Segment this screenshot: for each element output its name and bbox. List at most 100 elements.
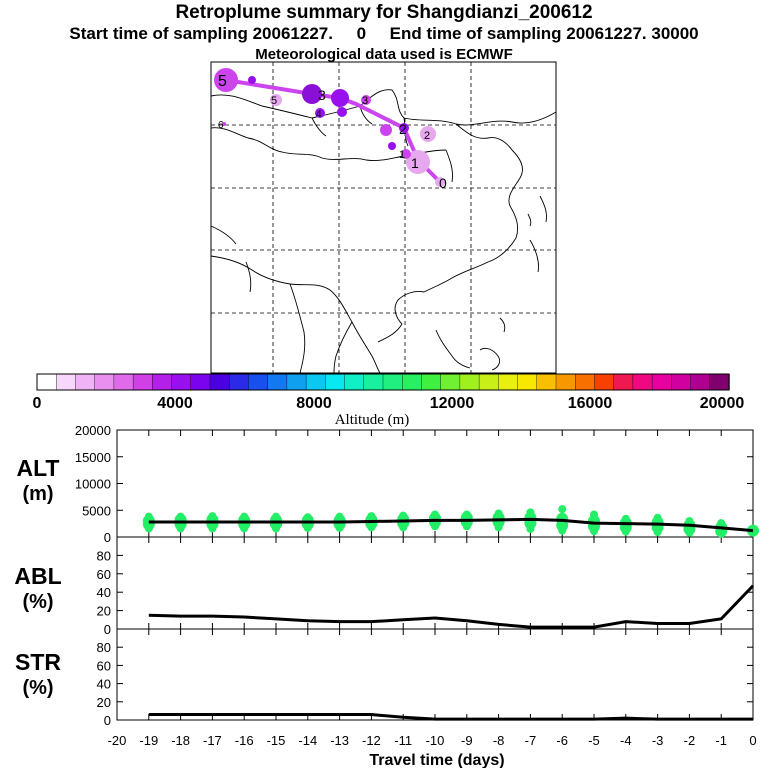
colorbar-cell [382,373,403,391]
colorbar-cell [190,373,211,391]
abl-panel-label: ABL [14,563,61,589]
track-point [435,177,445,187]
track-label: 5 [218,73,227,90]
colorbar-cell [286,373,307,391]
track-cluster [401,149,411,159]
x-tick-label: -16 [235,733,254,748]
colorbar-label: Altitude (m) [335,412,410,428]
colorbar-tick: 12000 [430,395,475,412]
str-ytick-label: 80 [97,640,111,655]
alt-cluster-dot [335,512,344,521]
x-tick-label: 0 [749,733,756,748]
x-tick-label: -8 [493,733,505,748]
track-label: 0 [439,175,447,191]
colorbar-cell [344,373,365,391]
alt-ytick-label: 5000 [82,503,111,518]
colorbar-cell [248,373,269,391]
track-cluster [302,84,322,104]
colorbar-cell [575,373,596,391]
colorbar-cell [555,373,576,391]
str-panel-label: STR [15,649,61,675]
track-cluster [222,122,226,126]
alt-ytick-label: 20000 [75,423,111,438]
colorbar-tick: 8000 [296,395,332,412]
colorbar-tick: 20000 [700,395,745,412]
abl-ytick-label: 80 [97,548,111,563]
colorbar-cell [305,373,327,391]
alt-ytick-label: 15000 [75,450,111,465]
colorbar-cell [325,373,346,391]
alt-cluster-dot [208,512,217,521]
colorbar-cell [594,373,615,391]
colorbar-cell [498,373,519,391]
colorbar-cell [209,373,230,391]
alt-cluster-dot [494,509,503,518]
alt-cluster-dot [590,510,598,519]
abl-ytick-label: 40 [97,585,111,600]
alt-cluster-dot [621,514,630,523]
track-cluster [214,68,238,92]
abl-ytick-label: 60 [97,567,111,582]
x-tick-label: -9 [461,733,473,748]
colorbar-cell [421,373,442,391]
x-tick-label: -12 [362,733,381,748]
alt-cluster-dot [367,512,376,521]
alt-panel-label: ALT [16,455,59,481]
altitude-colorbar: 0 4000 8000 12000 16000 20000 Altitude (… [33,373,745,428]
colorbar-cell [651,373,673,391]
alt-cluster-dot [462,510,471,519]
track-label: 6 [218,120,224,131]
abl-panel-unit: (%) [22,591,53,613]
alt-cluster-dot [431,510,439,519]
chart-title: Retroplume summary for Shangdianzi_20061… [175,2,593,23]
x-tick-label: -13 [330,733,349,748]
alt-cluster-dot [399,511,408,520]
colorbar-cell [113,373,134,391]
str-panel-unit: (%) [22,677,53,699]
colorbar-cell [36,373,57,391]
colorbar-cell [517,373,538,391]
track-cluster [420,126,436,142]
str-ytick-label: 40 [97,677,111,692]
track-cluster [270,94,282,106]
abl-ytick-label: 20 [97,604,111,619]
colorbar-cell [56,373,77,391]
alt-cluster-dot [303,513,312,522]
colorbar-cell [229,373,250,391]
colorbar-cell [94,373,115,391]
x-axis-label: Travel time (days) [369,752,504,768]
alt-cluster-dot [526,508,535,517]
x-tick-label: -19 [139,733,158,748]
alt-cluster-dot [717,519,726,528]
colorbar-cell [709,373,730,391]
track-cluster [399,123,409,133]
x-tick-label: -5 [588,733,600,748]
x-tick-label: -14 [298,733,317,748]
track-label: 5 [271,95,277,107]
str-ytick-label: 60 [97,658,111,673]
x-tick-label: -1 [715,733,727,748]
x-tick-label: -7 [525,733,537,748]
colorbar-cell [132,373,154,391]
abl-ytick-label: 0 [104,622,111,637]
colorbar-cell [75,373,96,391]
track-cluster [331,89,349,107]
track-label: 2 [424,130,430,142]
x-tick-label: -20 [108,733,127,748]
alt-panel-unit: (m) [22,483,53,505]
track-day-labels: 0 1 2 3 5 6 1 2 3 4 5 [218,73,447,191]
alt-cluster-dot [240,512,249,521]
x-tick-label: -2 [684,733,696,748]
colorbar-frame [36,373,730,391]
track-cluster [380,124,392,136]
x-tick-label: -15 [267,733,286,748]
alt-cluster-dot [176,512,185,521]
track-cluster [337,107,347,117]
alt-cluster-dot [272,512,280,521]
alt-cluster-dot [685,516,694,525]
map-panel: 0 1 2 3 5 6 1 2 3 4 5 [210,61,557,374]
track-cluster [315,108,325,118]
track-cluster [406,150,430,174]
colorbar-cell [267,373,288,391]
